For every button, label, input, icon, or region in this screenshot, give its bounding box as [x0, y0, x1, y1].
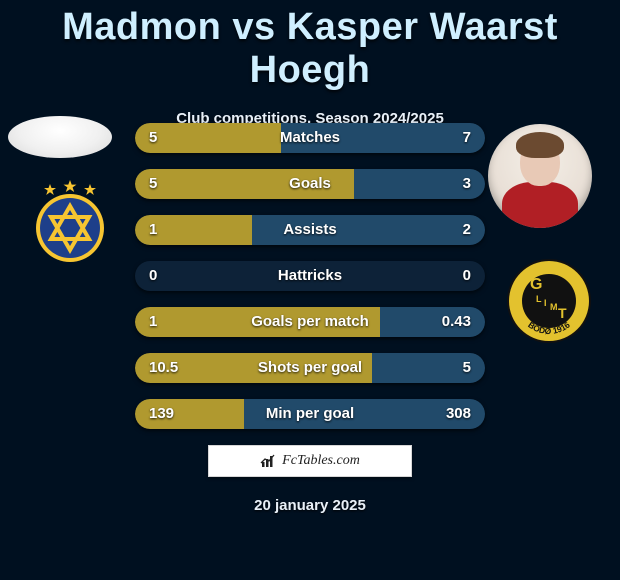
- stat-value-left: 1: [149, 215, 157, 245]
- avatar-shirt: [502, 182, 578, 228]
- club-right-letter-l: L: [536, 294, 542, 304]
- stat-row: Shots per goal10.5 5: [135, 353, 485, 383]
- stat-value-left: 0: [149, 261, 157, 291]
- stat-value-right: 308: [446, 399, 471, 429]
- stat-value-left: 1: [149, 307, 157, 337]
- stat-value-right: 7: [463, 123, 471, 153]
- club-right-letter-m: M: [550, 302, 558, 312]
- stat-label: Hattricks: [135, 261, 485, 291]
- stat-value-left: 5: [149, 169, 157, 199]
- stat-row: Matches5 7: [135, 123, 485, 153]
- avatar-hair: [516, 132, 564, 158]
- club-left-badge: [20, 178, 120, 264]
- stat-label: Min per goal: [135, 399, 485, 429]
- club-right-badge: BODØ 1916 G L I M T: [506, 258, 592, 344]
- stat-value-left: 139: [149, 399, 174, 429]
- club-right-letter-g: G: [530, 276, 542, 293]
- stats-bars: Matches57Goals53Assists12Hattricks00Goal…: [135, 123, 485, 445]
- stat-value-left: 10.5: [149, 353, 178, 383]
- page-title: Madmon vs Kasper Waarst Hoegh: [0, 0, 620, 92]
- stat-row: Assists1 2: [135, 215, 485, 245]
- stat-value-left: 5: [149, 123, 157, 153]
- stat-label: Matches: [135, 123, 485, 153]
- stat-value-right: 0.43: [442, 307, 471, 337]
- stat-row: Hattricks0 0: [135, 261, 485, 291]
- stat-value-right: 2: [463, 215, 471, 245]
- chart-icon: [260, 453, 276, 469]
- player-left-avatar: [8, 116, 112, 158]
- player-right-avatar: [488, 124, 592, 228]
- stat-label: Shots per goal: [135, 353, 485, 383]
- stat-row: Min per goal139 308: [135, 399, 485, 429]
- club-right-letter-i: I: [544, 298, 547, 308]
- stat-value-right: 5: [463, 353, 471, 383]
- stat-label: Assists: [135, 215, 485, 245]
- club-right-letter-t: T: [558, 305, 567, 321]
- stat-label: Goals per match: [135, 307, 485, 337]
- date-text: 20 january 2025: [0, 497, 620, 514]
- brand-box: FcTables.com: [208, 445, 412, 477]
- stat-value-right: 3: [463, 169, 471, 199]
- stat-row: Goals5 3: [135, 169, 485, 199]
- stat-row: Goals per match1 0.43: [135, 307, 485, 337]
- stat-label: Goals: [135, 169, 485, 199]
- club-left-stars: [44, 180, 96, 195]
- brand-text: FcTables.com: [282, 453, 360, 469]
- stat-value-right: 0: [463, 261, 471, 291]
